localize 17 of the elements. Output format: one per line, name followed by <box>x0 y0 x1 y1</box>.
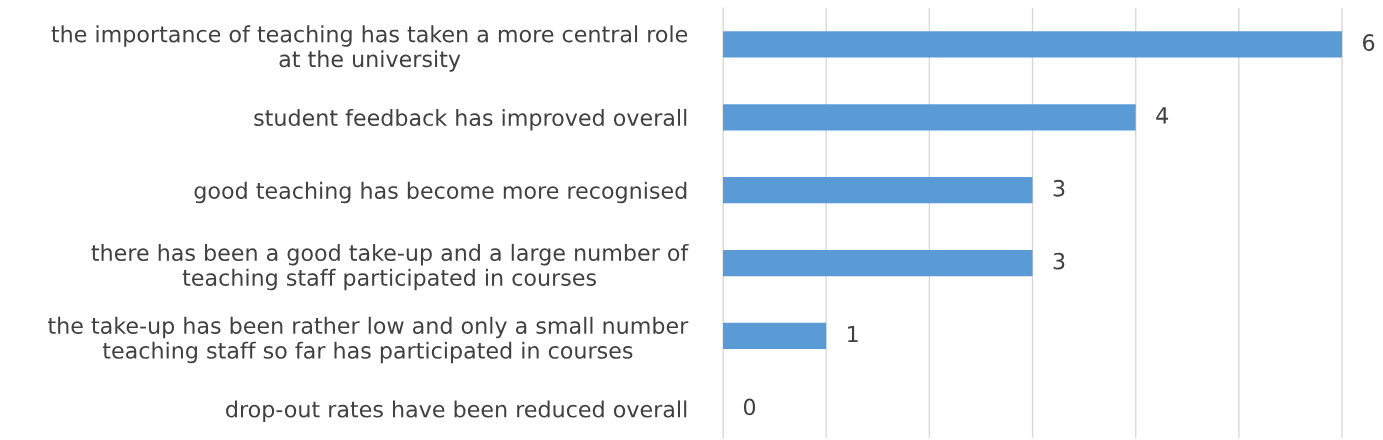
y-tick-label: the importance of teaching has taken a more central role at the university <box>51 25 688 72</box>
y-tick-label: student feedback has improved overall <box>254 108 687 131</box>
bar <box>723 177 1033 204</box>
y-tick-label: good teaching has become more recognised <box>194 181 687 204</box>
y-tick-label: there has been a good take-up and a large number of teaching staff participated in courses <box>91 243 689 291</box>
bar <box>723 322 827 350</box>
data-label: 1 <box>848 325 858 343</box>
bar <box>723 31 1343 58</box>
data-label: 4 <box>1156 107 1169 124</box>
data-label: 6 <box>1363 34 1375 51</box>
bar <box>723 104 1136 131</box>
data-label: 3 <box>1053 179 1065 197</box>
data-label: 3 <box>1053 252 1065 270</box>
bar <box>723 249 1033 277</box>
y-tick-label: the take-up has been rather low and only a small number teaching staff so far has participated in courses <box>48 316 689 364</box>
y-tick-label: drop-out rates have been reduced overall <box>226 400 687 422</box>
data-label: 0 <box>743 398 756 416</box>
